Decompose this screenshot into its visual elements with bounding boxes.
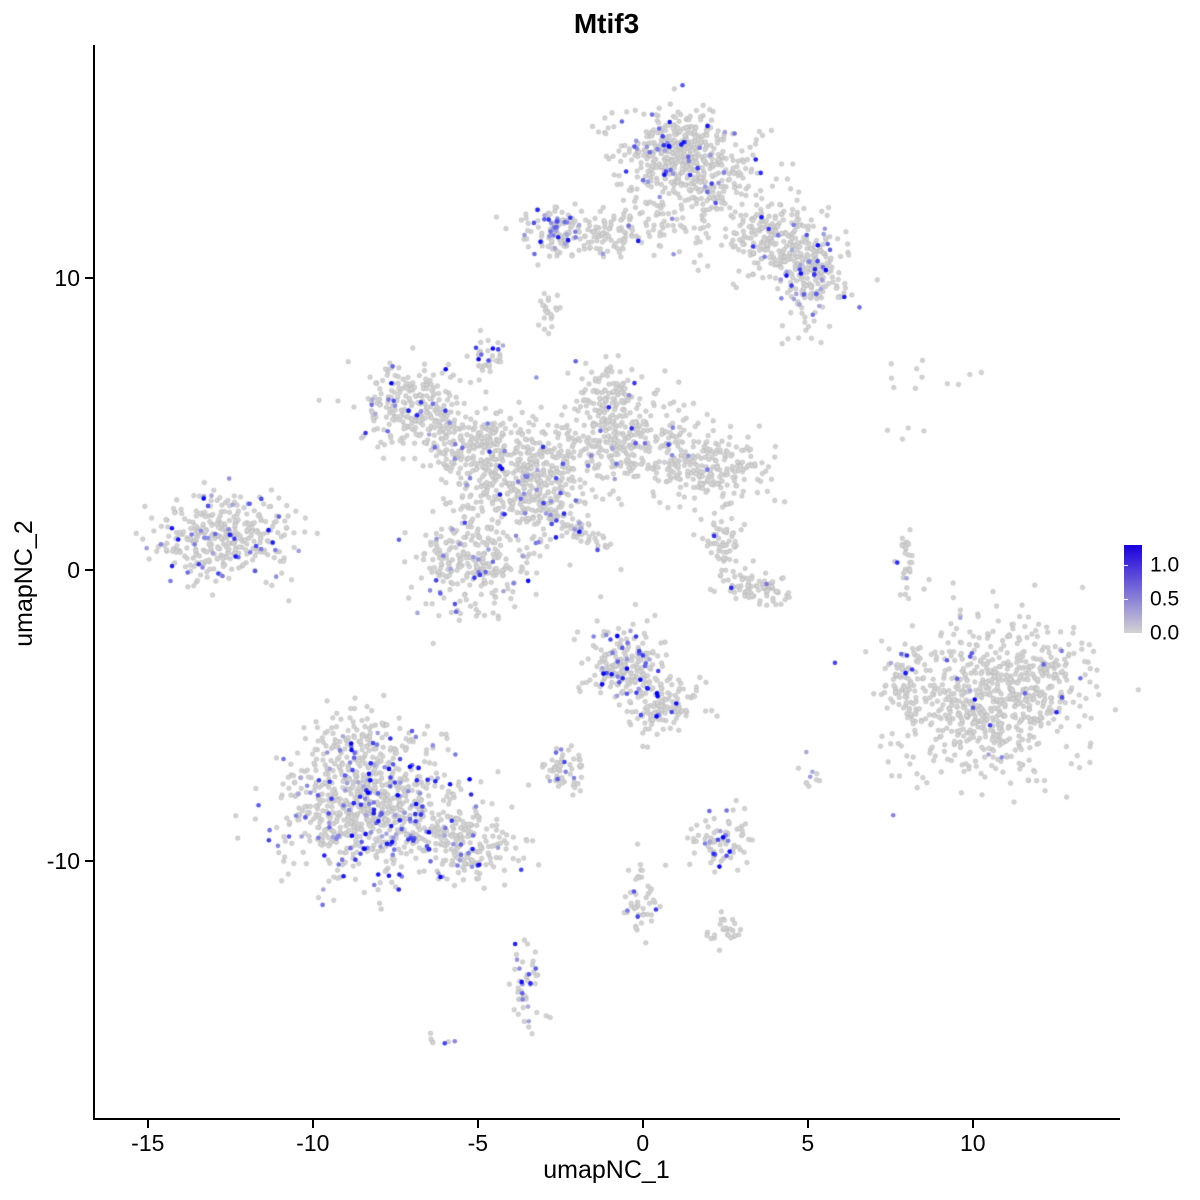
y-tick-mark — [85, 860, 93, 863]
legend-tick-label: 0.5 — [1150, 587, 1180, 611]
legend-tick-label: 1.0 — [1150, 553, 1180, 577]
y-axis-line — [93, 45, 95, 1120]
y-tick-mark — [85, 277, 93, 280]
x-tick-label: 5 — [801, 1130, 815, 1156]
legend-gradient-bar — [1124, 545, 1142, 633]
x-tick-mark — [971, 1120, 974, 1128]
y-tick-label: -10 — [46, 848, 80, 875]
x-tick-mark — [806, 1120, 809, 1128]
y-tick-label: 10 — [54, 265, 80, 292]
x-tick-label: -10 — [296, 1130, 330, 1156]
x-axis-line — [93, 1118, 1120, 1120]
x-tick-label: -15 — [131, 1130, 165, 1156]
legend-tick-label: 0.0 — [1150, 621, 1180, 645]
y-tick-mark — [85, 568, 93, 571]
x-axis-title: umapNC_1 — [543, 1156, 670, 1184]
legend-tick-mark — [1124, 565, 1128, 567]
x-tick-label: 0 — [636, 1130, 650, 1156]
x-tick-mark — [476, 1120, 479, 1128]
legend-tick-mark — [1124, 599, 1128, 601]
x-tick-label: 10 — [960, 1130, 986, 1156]
x-tick-label: -5 — [467, 1130, 489, 1156]
x-tick-mark — [146, 1120, 149, 1128]
y-axis-title: umapNC_2 — [10, 520, 38, 647]
x-tick-mark — [311, 1120, 314, 1128]
x-tick-mark — [641, 1120, 644, 1128]
plot-title: Mtif3 — [573, 8, 640, 39]
y-tick-label: 0 — [67, 556, 80, 583]
